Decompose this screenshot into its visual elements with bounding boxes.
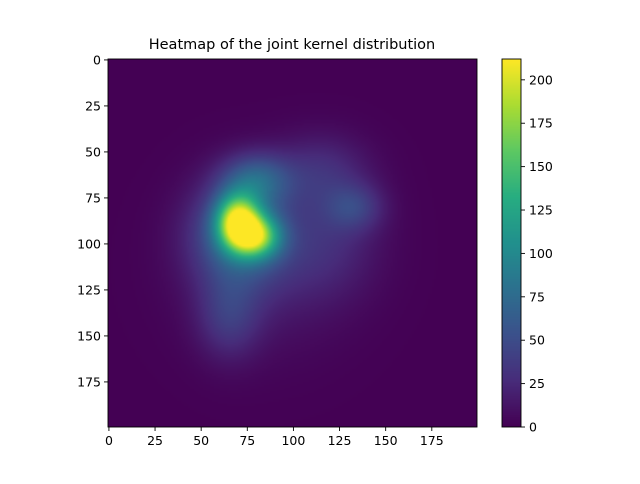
- colorbar-axis: 0 25 50 75 100 125 150 175 200: [521, 72, 553, 435]
- colorbar-tick-label: 75: [529, 289, 545, 304]
- y-tick-label: 0: [93, 52, 101, 67]
- x-tick-label: 75: [239, 433, 255, 448]
- colorbar-tick-label: 50: [529, 333, 545, 348]
- x-tick-label: 150: [374, 433, 398, 448]
- y-tick-label: 175: [77, 374, 101, 389]
- y-tick-label: 150: [77, 328, 101, 343]
- x-tick-label: 175: [420, 433, 444, 448]
- y-tick-label: 75: [85, 190, 101, 205]
- x-axis: 0 25 50 75 100 125 150 175: [105, 427, 444, 448]
- plot-frame: [107, 58, 478, 428]
- x-tick-label: 125: [328, 433, 352, 448]
- heatmap-image: [108, 59, 477, 427]
- y-tick-label: 125: [77, 282, 101, 297]
- x-tick-label: 25: [147, 433, 163, 448]
- y-tick-label: 25: [85, 98, 101, 113]
- x-tick-label: 100: [281, 433, 305, 448]
- y-tick-label: 50: [85, 144, 101, 159]
- colorbar-tick-label: 100: [529, 246, 553, 261]
- colorbar-tick-label: 150: [529, 159, 553, 174]
- x-tick-label: 50: [193, 433, 209, 448]
- y-tick-label: 100: [77, 236, 101, 251]
- x-tick-label: 0: [105, 433, 113, 448]
- colorbar-frame: [501, 58, 522, 428]
- chart-title: Heatmap of the joint kernel distribution: [149, 37, 436, 53]
- colorbar-tick-label: 0: [529, 420, 537, 435]
- colorbar-tick-label: 125: [529, 203, 553, 218]
- colorbar-gradient: [502, 59, 521, 427]
- colorbar-tick-label: 25: [529, 376, 545, 391]
- y-axis: 0 25 50 75 100 125 150 175: [77, 52, 108, 389]
- colorbar-tick-label: 175: [529, 116, 553, 131]
- colorbar-tick-label: 200: [529, 72, 553, 87]
